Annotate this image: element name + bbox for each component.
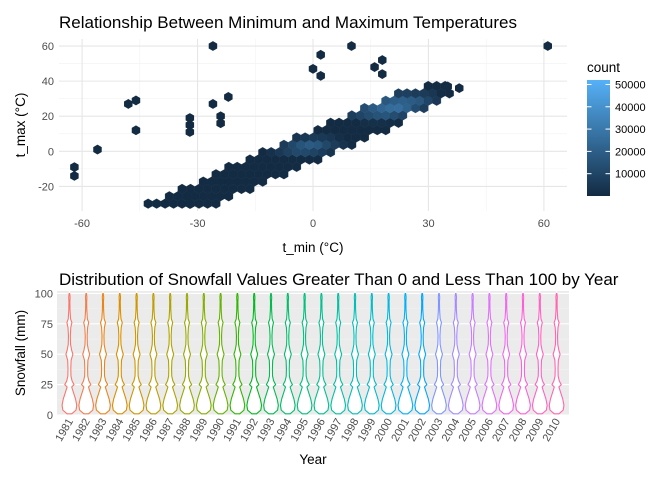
violin-1992: [246, 292, 263, 415]
hexbin-cell: [455, 83, 464, 94]
violin-y-tick-label: 25: [41, 380, 53, 392]
hexbin-cell: [185, 127, 195, 137]
hexbin-cell: [208, 41, 218, 51]
violin-1981: [61, 292, 78, 415]
violin-chart: Distribution of Snowfall Values Greater …: [13, 270, 619, 467]
violin-1993: [263, 292, 279, 415]
violin-y-tick-label: 100: [35, 288, 53, 300]
hexbin-cell: [378, 55, 387, 65]
hexbin-cell: [378, 69, 387, 79]
hexbin-x-tick-label: -60: [74, 218, 90, 230]
violin-1998: [347, 292, 363, 415]
violin-2005: [464, 292, 481, 415]
violin-title: Distribution of Snowfall Values Greater …: [59, 270, 619, 289]
hexbin-cell: [208, 99, 218, 109]
hexbin-title: Relationship Between Minimum and Maximum…: [59, 13, 517, 32]
violin-1991: [229, 292, 246, 415]
hexbin-cell: [443, 81, 452, 92]
violin-1997: [330, 292, 347, 415]
violin-y-title: Snowfall (mm): [13, 310, 28, 396]
legend-tick-label: 20000: [615, 146, 646, 158]
violin-1983: [95, 292, 111, 415]
violin-2007: [498, 292, 515, 415]
violin-1986: [145, 292, 162, 415]
violin-1989: [195, 292, 212, 415]
hexbin-y-tick-label: 60: [42, 41, 54, 53]
hexbin-cell: [70, 162, 79, 173]
violin-1985: [128, 292, 145, 415]
violin-2001: [397, 292, 414, 415]
violin-1999: [363, 292, 380, 415]
hexbin-y-tick-label: -20: [38, 181, 54, 193]
hexbin-cell: [308, 63, 318, 74]
violin-1987: [162, 292, 179, 415]
hexbin-cell: [224, 92, 233, 102]
hexbin-cell: [93, 144, 102, 155]
violin-1994: [279, 292, 296, 415]
legend-title: count: [587, 60, 620, 75]
hexbin-cell: [216, 111, 225, 122]
hexbin-cell: [185, 120, 195, 130]
violin-y-tick-label: 0: [47, 410, 53, 422]
legend-tick-label: 30000: [615, 124, 646, 136]
violin-2000: [380, 292, 397, 415]
hexbin-cell: [70, 171, 79, 181]
hexbin-x-tick-label: 0: [310, 218, 316, 230]
hexbin-y-axis: -20 0 20 40 60: [38, 41, 54, 193]
legend-tick-label: 40000: [615, 102, 646, 114]
hexbin-chart: Relationship Between Minimum and Maximum…: [13, 13, 646, 255]
violin-x-tick-label: 2010: [541, 417, 564, 444]
violin-1995: [296, 292, 313, 415]
violin-y-tick-label: 75: [41, 319, 53, 331]
violin-2002: [414, 292, 431, 415]
violin-1990: [212, 292, 229, 415]
hexbin-x-tick-label: 60: [538, 218, 550, 230]
hexbin-cell: [543, 41, 552, 51]
hexbin-cells: [70, 41, 552, 209]
hexbin-cell: [316, 70, 325, 81]
violin-2003: [431, 292, 447, 415]
hexbin-x-tick-label: 30: [422, 218, 434, 230]
count-legend: count 10000 20000 30000 40000 50000: [587, 60, 646, 196]
violin-2009: [531, 292, 548, 415]
violin-2006: [481, 292, 498, 415]
violin-x-axis: 1981198219831984198519861987198819891990…: [53, 417, 563, 444]
violin-marks: [61, 292, 565, 415]
violin-y-tick-label: 50: [41, 349, 53, 361]
legend-tick-label: 10000: [615, 169, 646, 181]
violin-2010: [548, 292, 565, 415]
hexbin-y-tick-label: 20: [42, 111, 54, 123]
legend-ticks: 10000 20000 30000 40000 50000: [587, 79, 646, 181]
violin-y-axis: 0 25 50 75 100: [35, 288, 53, 422]
hexbin-y-title: t_max (°C): [13, 93, 28, 158]
hexbin-cell: [347, 41, 356, 51]
legend-colorbar: [587, 80, 610, 196]
hexbin-x-tick-label: -30: [190, 218, 206, 230]
hexbin-x-axis: -60 -30 0 30 60: [74, 218, 550, 230]
violin-1988: [179, 292, 195, 415]
violin-1984: [111, 292, 128, 415]
hexbin-cell: [131, 95, 141, 106]
hexbin-cell: [216, 118, 225, 129]
hexbin-cell: [124, 99, 133, 109]
violin-panel: [57, 291, 569, 415]
violin-1996: [313, 292, 330, 415]
hexbin-cell: [185, 190, 195, 201]
hexbin-cell: [316, 49, 325, 60]
violin-1982: [78, 292, 95, 415]
violin-x-title: Year: [299, 452, 327, 467]
hexbin-cell: [185, 113, 195, 123]
violin-2008: [515, 292, 531, 415]
hexbin-cell: [185, 199, 195, 209]
hexbin-cell: [131, 125, 141, 136]
violin-2004: [447, 292, 464, 415]
hexbin-y-tick-label: 0: [48, 146, 54, 158]
hexbin-x-title: t_min (°C): [283, 240, 344, 255]
legend-tick-label: 50000: [615, 79, 646, 91]
hexbin-y-tick-label: 40: [42, 76, 54, 88]
hexbin-cell: [370, 62, 379, 72]
